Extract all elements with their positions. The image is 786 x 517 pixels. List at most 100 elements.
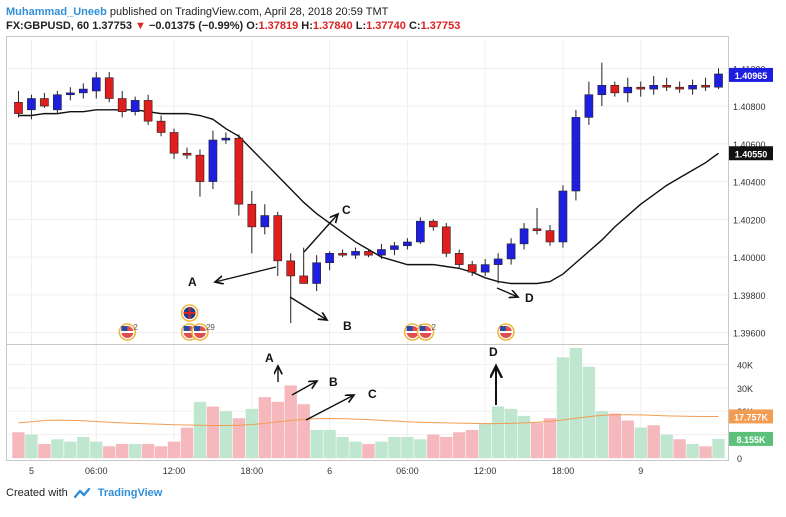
volume-bar: [141, 443, 155, 458]
volume-bar: [310, 429, 323, 458]
candle-body: [104, 77, 114, 99]
volume-bar: [530, 422, 544, 458]
footer: Created with TradingView: [6, 487, 162, 499]
low-value: 1.37740: [366, 20, 406, 32]
volume-bar: [712, 438, 725, 458]
candle-body: [675, 86, 684, 90]
volume-bar: [440, 436, 453, 458]
volume-bar: [673, 439, 686, 458]
volume-bar: [116, 443, 129, 458]
symbol-name[interactable]: FX:GBPUSD, 60: [6, 20, 90, 32]
candle-body: [182, 152, 192, 156]
candle-body: [714, 73, 723, 88]
volume-bar: [38, 443, 51, 458]
annotation-label: C: [342, 203, 351, 217]
annotation-arrow: [215, 266, 277, 282]
volume-moving-average: [18, 414, 719, 426]
volume-bar: [12, 432, 25, 458]
flag-stripe: [193, 331, 206, 333]
candle-body: [364, 251, 373, 256]
volume-bar: [595, 411, 609, 458]
last-price-tag-label: 1.40965: [735, 71, 768, 81]
candle-body: [584, 94, 594, 118]
us-flag-icon: 29: [191, 323, 215, 341]
annotation-label: A: [188, 275, 197, 289]
candle-body: [260, 215, 270, 228]
flag-canton: [121, 326, 128, 331]
annotation-label: B: [329, 375, 338, 389]
created-with-label: Created with: [6, 487, 68, 499]
candle-body: [454, 252, 464, 265]
publication-info: published on TradingView.com, April 28, …: [109, 6, 389, 18]
volume-bar: [699, 446, 712, 458]
volume-last-tag: [729, 431, 773, 446]
candle-body: [701, 85, 710, 88]
us-flag-icon: 2: [118, 323, 138, 341]
last-price: 1.37753: [92, 20, 132, 32]
last-price-tag: [729, 67, 773, 82]
candle-body: [325, 252, 334, 264]
volume-bar: [466, 429, 479, 458]
annotations: A B C D A B C D: [188, 203, 534, 421]
high-value: 1.37840: [312, 20, 353, 32]
candle-body: [312, 262, 321, 284]
candle-body: [195, 154, 205, 182]
volume-bar: [206, 406, 220, 458]
volume-bar: [543, 418, 557, 458]
volume-bar: [491, 406, 505, 458]
volume-bar: [77, 436, 90, 458]
candle-body: [143, 100, 153, 122]
time-tick-label: 18:00: [552, 466, 575, 476]
price-tick-label: 1.40200: [733, 215, 766, 225]
annotation-arrow: [289, 296, 327, 320]
volume-bar: [660, 434, 673, 458]
volume-bar: [427, 434, 440, 458]
candle-body: [493, 258, 503, 265]
author-link[interactable]: Muhammad_Uneeb: [6, 6, 107, 18]
candle-body: [169, 132, 179, 154]
tradingview-logo-icon: [73, 487, 90, 498]
flag-stripe: [419, 331, 432, 333]
price-tick-label: 1.39800: [733, 291, 766, 301]
candle-body: [117, 98, 127, 113]
time-tick-label: 06:00: [85, 466, 108, 476]
flag-canton: [406, 326, 413, 331]
candle-body: [78, 88, 88, 94]
volume-bar: [103, 446, 116, 458]
volume-ma-tag: [729, 409, 773, 424]
volume-bar: [349, 441, 362, 458]
volume-bar: [271, 401, 284, 458]
price-change: −0.01375 (−0.99%): [148, 20, 244, 32]
candle-body: [27, 98, 36, 111]
volume-bar: [556, 357, 570, 458]
price-tick-label: 1.40800: [733, 102, 766, 112]
annotation-label: C: [368, 387, 377, 401]
time-tick-label: 12:00: [163, 466, 186, 476]
event-badge-count: 2: [133, 323, 138, 332]
candle-body: [610, 85, 620, 94]
down-arrow-icon: ▼: [135, 20, 146, 32]
volume-bar: [128, 443, 142, 458]
candle-body: [571, 117, 581, 192]
candle-body: [66, 92, 75, 96]
event-badge-count: 29: [206, 323, 215, 332]
price-axis: 1.410001.408001.406001.404001.402001.400…: [729, 64, 773, 339]
event-badges: 229102: [118, 304, 515, 341]
candle-body: [558, 190, 568, 243]
candle-body: [480, 264, 490, 273]
tradingview-brand-link[interactable]: TradingView: [97, 487, 163, 499]
time-tick-label: 18:00: [241, 466, 264, 476]
main-pane-border: [6, 36, 729, 345]
candle-body: [597, 85, 607, 96]
annotation-label: B: [343, 319, 352, 333]
candle-body: [351, 251, 360, 256]
volume-bar: [193, 401, 207, 458]
candle-body: [208, 139, 218, 182]
price-tick-label: 1.40000: [733, 253, 766, 263]
candle-body: [40, 98, 49, 107]
volume-bar: [608, 413, 621, 458]
candle-body: [623, 86, 633, 94]
